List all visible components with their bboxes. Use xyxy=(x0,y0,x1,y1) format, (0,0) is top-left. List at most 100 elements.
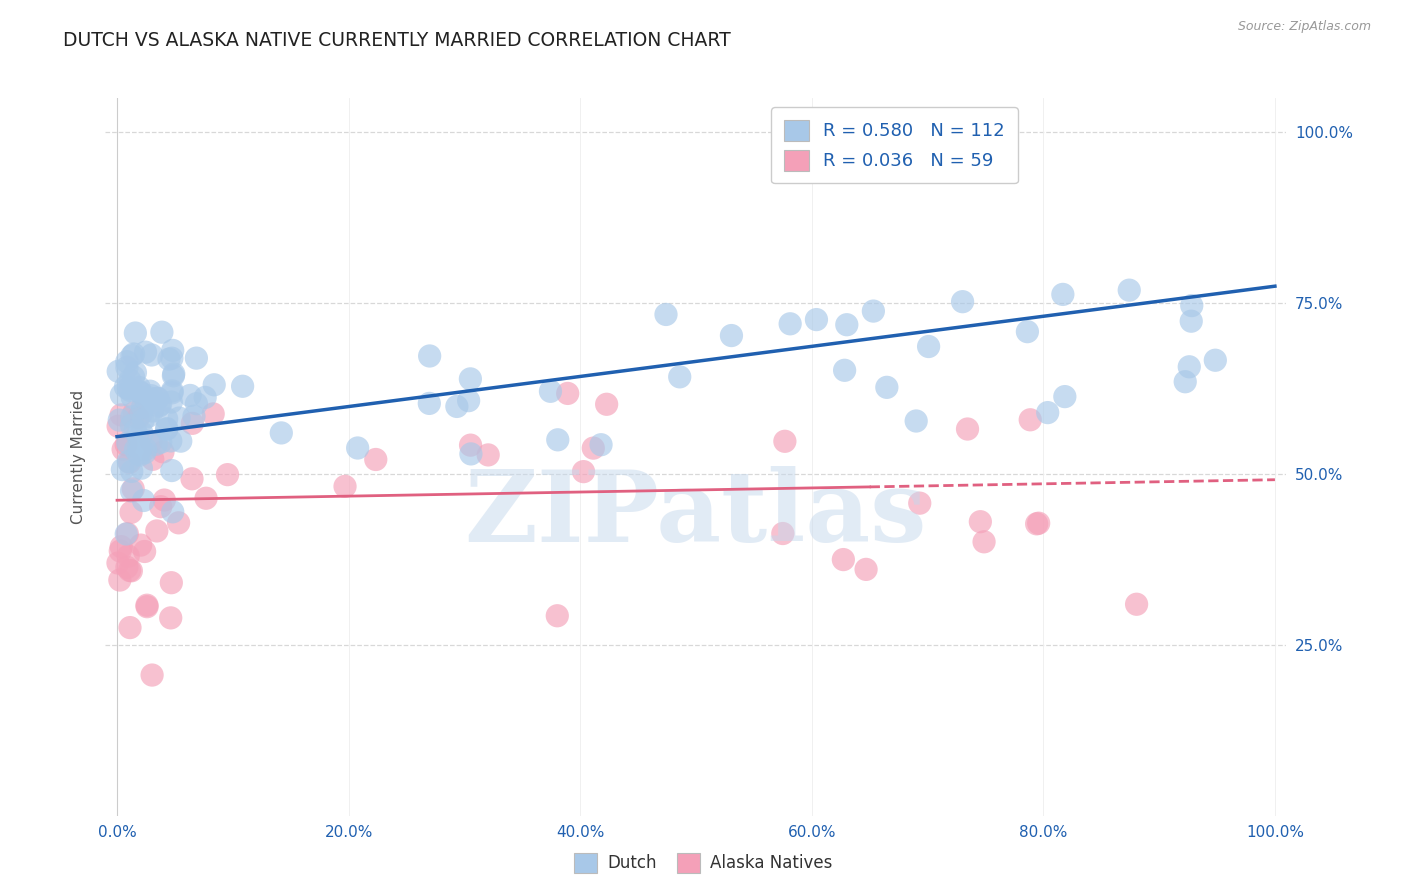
Point xyxy=(136,598,159,612)
Point xyxy=(194,391,217,405)
Point xyxy=(148,399,170,413)
Point xyxy=(557,386,579,401)
Point xyxy=(149,500,172,514)
Point xyxy=(202,377,225,392)
Point xyxy=(460,372,482,386)
Point xyxy=(160,464,183,478)
Point xyxy=(127,447,149,461)
Point xyxy=(655,308,678,322)
Point xyxy=(122,482,145,496)
Point xyxy=(121,418,143,433)
Point xyxy=(720,328,742,343)
Point xyxy=(127,428,149,442)
Point xyxy=(138,409,160,424)
Point xyxy=(118,384,141,398)
Point xyxy=(364,452,387,467)
Point xyxy=(124,366,146,380)
Point xyxy=(952,294,974,309)
Point xyxy=(129,407,152,421)
Point xyxy=(115,560,138,574)
Point xyxy=(162,368,184,383)
Point xyxy=(157,352,180,367)
Point xyxy=(114,380,136,394)
Point xyxy=(779,317,801,331)
Point xyxy=(124,424,146,438)
Point xyxy=(152,445,174,459)
Point xyxy=(112,442,135,457)
Point xyxy=(181,472,204,486)
Point xyxy=(115,360,138,375)
Point xyxy=(120,564,142,578)
Point xyxy=(595,397,617,411)
Point xyxy=(142,452,165,467)
Point xyxy=(905,414,928,428)
Point xyxy=(1028,516,1050,531)
Point xyxy=(160,575,183,590)
Point xyxy=(589,438,612,452)
Point xyxy=(115,438,138,452)
Point xyxy=(108,413,131,427)
Point xyxy=(160,385,183,400)
Point xyxy=(1017,325,1039,339)
Point xyxy=(128,381,150,395)
Point xyxy=(160,395,183,409)
Point xyxy=(145,437,167,451)
Point xyxy=(186,351,208,365)
Point xyxy=(159,434,181,448)
Point xyxy=(107,419,129,434)
Point xyxy=(141,389,163,403)
Point xyxy=(1053,390,1076,404)
Point xyxy=(806,312,828,326)
Point xyxy=(572,465,595,479)
Point xyxy=(156,421,179,435)
Point xyxy=(141,348,163,362)
Point xyxy=(167,411,190,425)
Point xyxy=(270,425,292,440)
Point xyxy=(217,467,239,482)
Point xyxy=(108,573,131,587)
Point xyxy=(156,412,179,426)
Point xyxy=(186,397,208,411)
Point xyxy=(117,549,139,563)
Point xyxy=(1125,597,1147,611)
Point xyxy=(122,370,145,384)
Point xyxy=(146,524,169,538)
Point xyxy=(908,496,931,510)
Point xyxy=(127,410,149,425)
Point xyxy=(1025,516,1047,531)
Point xyxy=(129,385,152,400)
Point xyxy=(118,564,141,578)
Point xyxy=(107,556,129,570)
Point xyxy=(179,388,201,402)
Point xyxy=(132,413,155,427)
Point xyxy=(1178,359,1201,374)
Point xyxy=(110,388,132,402)
Text: DUTCH VS ALASKA NATIVE CURRENTLY MARRIED CORRELATION CHART: DUTCH VS ALASKA NATIVE CURRENTLY MARRIED… xyxy=(63,31,731,50)
Point xyxy=(121,390,143,404)
Point xyxy=(195,491,218,506)
Legend: R = 0.580   N = 112, R = 0.036   N = 59: R = 0.580 N = 112, R = 0.036 N = 59 xyxy=(770,107,1018,183)
Point xyxy=(333,479,356,493)
Legend: Dutch, Alaska Natives: Dutch, Alaska Natives xyxy=(567,847,839,880)
Point xyxy=(973,534,995,549)
Point xyxy=(124,442,146,457)
Point xyxy=(163,367,186,381)
Point xyxy=(835,318,858,332)
Point xyxy=(122,347,145,361)
Point xyxy=(419,349,441,363)
Point xyxy=(547,433,569,447)
Point xyxy=(477,448,499,462)
Point xyxy=(110,408,132,422)
Point xyxy=(232,379,254,393)
Point xyxy=(162,343,184,358)
Point xyxy=(170,434,193,449)
Point xyxy=(110,540,132,554)
Point xyxy=(128,441,150,455)
Point xyxy=(135,442,157,457)
Point xyxy=(181,417,204,431)
Point xyxy=(202,407,225,421)
Point xyxy=(582,441,605,455)
Point xyxy=(668,369,690,384)
Point xyxy=(346,441,368,455)
Point xyxy=(141,404,163,418)
